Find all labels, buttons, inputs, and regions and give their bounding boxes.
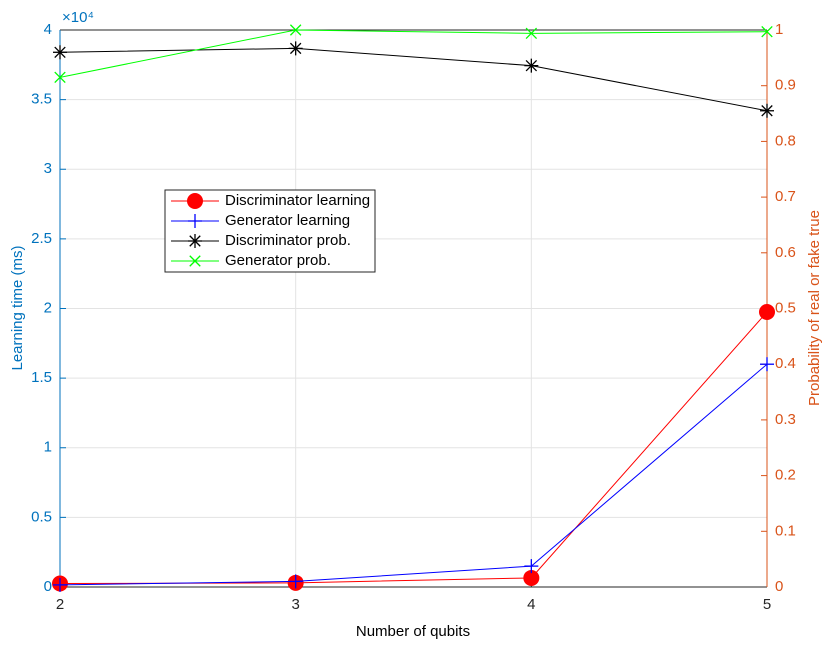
data-point [761, 25, 773, 38]
y-tick-label: 2 [44, 299, 52, 316]
data-point [759, 303, 775, 320]
data-point [524, 58, 539, 73]
marker-stroke [289, 24, 302, 36]
legend-label: Generator learning [225, 212, 350, 229]
data-point [53, 45, 67, 60]
y2-tick-label: 0.5 [775, 299, 796, 316]
marker-stroke [189, 255, 201, 267]
legend-marker [187, 193, 203, 209]
marker-dot [187, 193, 203, 209]
y2-tick-label: 0.2 [775, 467, 796, 484]
x-tick-label: 2 [56, 596, 64, 613]
y-tick-label: 3.5 [31, 91, 52, 108]
data-point [760, 103, 774, 118]
y2-tick-label: 0.9 [775, 77, 796, 94]
y2-tick-label: 0.3 [775, 411, 796, 428]
data-point [289, 24, 302, 36]
marker-stroke [761, 105, 773, 117]
data-point [760, 357, 774, 372]
y2-tick-label: 0.7 [775, 188, 796, 205]
x-tick-label: 3 [291, 596, 299, 613]
y-tick-label: 0.5 [31, 508, 52, 525]
data-point [524, 559, 539, 574]
marker-stroke [54, 46, 66, 58]
y2-axis-label: Probability of real or fake true [806, 210, 823, 406]
y-tick-label: 3 [44, 160, 52, 177]
legend-marker [188, 214, 202, 228]
y2-tick-label: 0.8 [775, 132, 796, 149]
y2-tick-label: 1 [775, 21, 783, 38]
legend-marker [188, 234, 202, 248]
y-exponent: ×10⁴ [62, 9, 94, 26]
marker-stroke [525, 59, 538, 72]
x-axis-label: Number of qubits [356, 623, 470, 640]
y-tick-label: 1.5 [31, 369, 52, 386]
x-tick-label: 5 [763, 596, 771, 613]
marker-dot [759, 303, 775, 320]
y2-tick-label: 0 [775, 578, 783, 595]
data-point [54, 71, 66, 84]
y-tick-label: 2.5 [31, 230, 52, 247]
legend-marker [189, 255, 201, 267]
series-line [59, 363, 768, 586]
y-tick-label: 4 [44, 21, 52, 38]
marker-stroke [289, 42, 302, 55]
data-point [525, 27, 538, 40]
data-point [288, 574, 303, 589]
data-point [523, 569, 540, 586]
legend-label: Generator prob. [225, 252, 331, 269]
marker-stroke [525, 27, 538, 40]
series-line [59, 29, 768, 78]
y2-tick-label: 0.1 [775, 522, 796, 539]
y-tick-label: 0 [44, 578, 52, 595]
y-axis-label: Learning time (ms) [9, 245, 26, 370]
legend-label: Discriminator prob. [225, 232, 351, 249]
data-point [53, 577, 67, 592]
legend-label: Discriminator learning [225, 192, 370, 209]
marker-stroke [761, 25, 773, 38]
marker-stroke [54, 71, 66, 84]
marker-dot [523, 569, 540, 586]
series-line [59, 47, 768, 112]
y2-tick-label: 0.4 [775, 355, 796, 372]
marker-stroke [189, 235, 201, 247]
y2-tick-label: 0.6 [775, 244, 796, 261]
data-point [288, 41, 303, 56]
x-tick-label: 4 [527, 596, 535, 613]
y-tick-label: 1 [44, 439, 52, 456]
